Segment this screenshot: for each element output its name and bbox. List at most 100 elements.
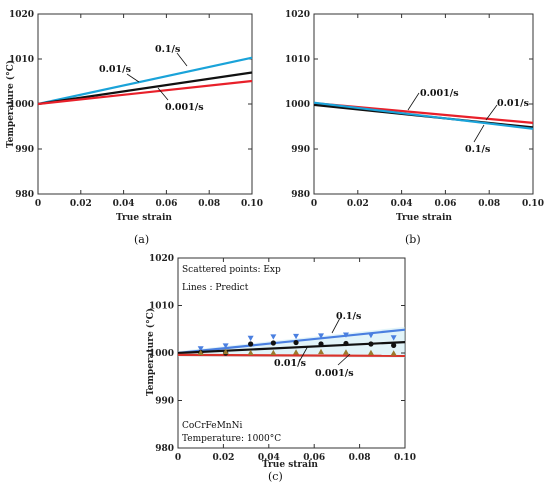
panel-b-leader-0.01 <box>485 104 498 121</box>
panel-c-series-lines <box>177 328 406 357</box>
panel-b-x-tick-label: 0.10 <box>522 199 544 209</box>
panel-c-exp-point <box>270 340 276 346</box>
panel-c-exp-point <box>222 348 229 355</box>
panel-c-exp-point <box>318 341 324 347</box>
panel-c-exp-point <box>368 341 374 347</box>
panel-c-series-line <box>177 328 406 355</box>
panel-c-exp-point <box>293 349 300 355</box>
panel-b-x-tick-label: 0.04 <box>391 199 413 209</box>
panel-a-leader-0.1 <box>176 52 188 67</box>
panel-b-x-tick-label: 0 <box>311 199 317 209</box>
panel-a-y-tick-label: 1000 <box>9 100 34 110</box>
panel-b-y-tick-label: 1020 <box>285 10 310 20</box>
panel-a-letter: (a) <box>134 233 149 246</box>
panel-b-chart: 980 990 1000 1010 1020 0 0.02 0.04 0.06 0.08 0.10… <box>285 10 544 246</box>
panel-a-y-tick-label: 990 <box>15 145 34 155</box>
panel-c-label-0.001: 0.001/s <box>315 368 354 379</box>
panel-c-y-tick-label: 990 <box>155 397 174 407</box>
panel-b-y-tick-label: 990 <box>291 145 310 155</box>
panel-c-annotation-predict: Lines : Predict <box>182 283 249 293</box>
panel-c-exp-point <box>318 348 325 355</box>
panel-b-label-0.01: 0.01/s <box>497 98 529 109</box>
panel-c-letter: (c) <box>268 470 283 483</box>
panel-c-x-tick-label: 0.04 <box>258 453 280 463</box>
panel-a-chart: 980 990 1000 1010 1020 0 0.02 0.04 0.06 0.08 0.10… <box>5 10 263 246</box>
panel-b-y-tick-label: 1010 <box>285 55 310 65</box>
panel-a-plot-frame <box>37 13 253 195</box>
panel-a-x-tick-label: 0.10 <box>241 199 263 209</box>
panel-b-letter: (b) <box>405 233 421 246</box>
panel-b-x-axis-label: True strain <box>396 213 452 223</box>
panel-a-label-0.1: 0.1/s <box>155 44 180 55</box>
panel-c-exp-points <box>197 332 397 356</box>
panel-c-exp-point <box>270 349 277 356</box>
panel-b-y-ticks: 980 990 1000 1010 1020 <box>285 10 533 200</box>
panel-c-exp-point <box>222 343 229 349</box>
panel-c-chart: 980 990 1000 1010 1020 0 0.02 0.04 0.06 0.08 0.10… <box>145 254 416 483</box>
panel-b-x-tick-label: 0.06 <box>434 199 456 209</box>
panel-c-series-line <box>177 341 406 355</box>
panel-c-x-tick-label: 0 <box>175 453 181 463</box>
panel-c-exp-point <box>342 332 349 338</box>
panel-c-label-0.1: 0.1/s <box>336 311 361 322</box>
panel-b-y-tick-label: 1000 <box>285 100 310 110</box>
panel-a-series-line <box>37 79 253 106</box>
panel-b-x-tick-label: 0.02 <box>347 199 369 209</box>
panel-c-exp-point <box>197 349 204 356</box>
panel-a-y-ticks: 980 990 1000 1010 1020 <box>9 10 252 200</box>
panel-c-exp-point <box>342 349 349 355</box>
panel-c-exp-point <box>293 333 300 340</box>
panel-a-series-line <box>37 71 253 106</box>
panel-a-series-line <box>37 56 253 106</box>
panel-a-y-tick-label: 1020 <box>9 10 34 20</box>
panel-b-x-ticks: 0 0.02 0.04 0.06 0.08 0.10 <box>311 14 544 209</box>
panel-b-series-line <box>313 101 534 130</box>
panel-b-leader-0.1 <box>473 124 485 143</box>
panel-a-leader-0.001 <box>157 87 169 101</box>
panel-b-series-lines <box>313 101 534 130</box>
panel-c-annotation-exp: Scattered points: Exp <box>182 265 281 275</box>
panel-c-y-tick-label: 980 <box>155 444 174 454</box>
panel-c-y-tick-label: 1020 <box>149 254 174 264</box>
panel-b-x-tick-label: 0.08 <box>478 199 500 209</box>
panel-c-annotation-temperature: Temperature: 1000°C <box>182 434 281 444</box>
panel-a-x-ticks: 0 0.02 0.04 0.06 0.08 0.10 <box>35 14 263 209</box>
panel-c-exp-point <box>293 339 299 346</box>
panel-c-leader-0.01 <box>298 345 309 363</box>
panel-c-exp-point <box>390 350 397 356</box>
panel-a-series-lines <box>37 56 253 106</box>
panel-a-y-tick-label: 980 <box>15 190 34 200</box>
panel-a-x-tick-label: 0.04 <box>113 199 135 209</box>
panel-c-exp-point <box>248 341 254 347</box>
panel-b-label-0.1: 0.1/s <box>465 144 490 155</box>
panel-c-exp-point <box>367 349 374 356</box>
panel-c-x-tick-label: 0.02 <box>212 453 234 463</box>
panel-c-exp-point <box>367 332 374 339</box>
panel-c-x-tick-label: 0.08 <box>349 453 371 463</box>
panel-a-y-tick-label: 1010 <box>9 55 34 65</box>
panel-a-x-tick-label: 0.02 <box>70 199 92 209</box>
panel-c-exp-point <box>247 349 254 356</box>
panel-c-x-ticks: 0 0.02 0.04 0.06 0.08 0.10 <box>175 258 416 463</box>
panel-c-series-line <box>177 353 406 357</box>
panel-c-x-axis-label: True strain <box>262 460 318 470</box>
panel-a-label-0.01: 0.01/s <box>99 64 131 75</box>
panel-c-label-0.01: 0.01/s <box>274 358 306 369</box>
panel-c-x-tick-label: 0.06 <box>303 453 325 463</box>
panel-a-leader-0.01 <box>126 73 140 83</box>
panel-b-label-0.001: 0.001/s <box>420 88 459 99</box>
panel-c-leader-0.001 <box>337 353 351 366</box>
panel-a-x-tick-label: 0.08 <box>198 199 220 209</box>
panel-c-y-tick-label: 1010 <box>149 302 174 312</box>
panel-c-exp-point <box>318 333 325 339</box>
panel-c-y-tick-label: 1000 <box>149 349 174 359</box>
panel-c-x-tick-label: 0.10 <box>394 453 416 463</box>
panel-a-x-tick-label: 0.06 <box>155 199 177 209</box>
panel-a-x-tick-label: 0 <box>35 199 41 209</box>
panel-c-leader-0.1 <box>331 317 341 334</box>
panel-c-exp-point <box>390 335 397 341</box>
panel-a-x-axis-label: True strain <box>116 213 172 223</box>
panel-c-exp-point <box>343 340 349 347</box>
panel-c-exp-point <box>247 335 254 342</box>
